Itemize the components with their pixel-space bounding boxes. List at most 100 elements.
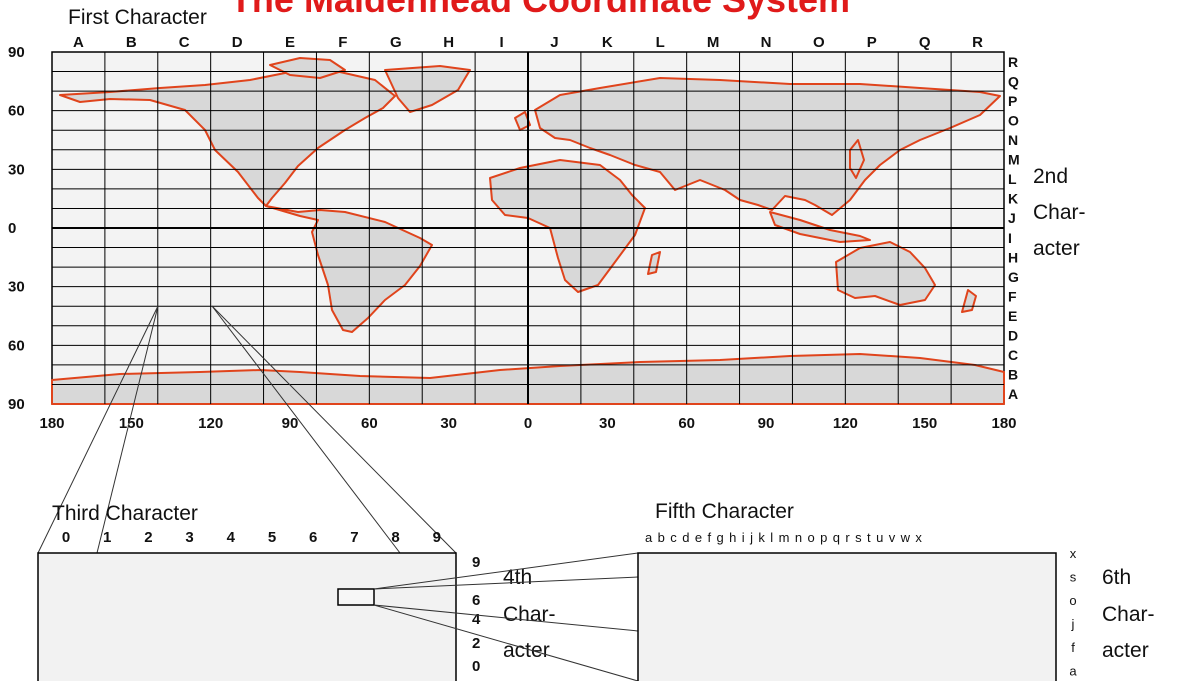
sixth-character-label: 6th Char- acter bbox=[1102, 566, 1155, 662]
field-column-label: B bbox=[126, 34, 137, 51]
subsquare-row-label: a bbox=[1069, 664, 1077, 679]
field-column-label: J bbox=[550, 34, 558, 51]
field-column-label: P bbox=[867, 34, 877, 51]
diagram-title: The Maidenhead Coordinate System bbox=[230, 0, 850, 20]
square-row-label: 2 bbox=[472, 635, 480, 652]
subsquare-letter-row: a b c d e f g h i j k l m n o p q r s t … bbox=[645, 530, 923, 545]
field-column-label: Q bbox=[919, 34, 931, 51]
second-char-line-3: acter bbox=[1033, 237, 1080, 260]
square-column-label: 6 bbox=[309, 529, 317, 546]
field-column-label: N bbox=[761, 34, 772, 51]
square-column-label: 2 bbox=[144, 529, 152, 546]
longitude-label: 150 bbox=[119, 415, 144, 432]
fifth-character-panel bbox=[637, 552, 1057, 681]
north-america bbox=[59, 69, 396, 207]
australia bbox=[835, 241, 936, 306]
longitude-label: 30 bbox=[599, 415, 616, 432]
fourth-char-line-2: Char- bbox=[503, 603, 556, 626]
square-column-label: 3 bbox=[185, 529, 193, 546]
longitude-label: 0 bbox=[524, 415, 532, 432]
subsquare-row-label: s bbox=[1070, 570, 1077, 585]
field-row-label: A bbox=[1008, 386, 1018, 402]
longitude-label: 30 bbox=[440, 415, 457, 432]
latitude-label: 90 bbox=[8, 44, 25, 61]
south-america bbox=[265, 205, 433, 333]
longitude-label: 60 bbox=[678, 415, 695, 432]
field-row-label: G bbox=[1008, 269, 1019, 285]
sixth-char-line-3: acter bbox=[1102, 639, 1149, 662]
field-row-label: F bbox=[1008, 288, 1017, 304]
field-row-label: M bbox=[1008, 152, 1020, 168]
madagascar bbox=[647, 251, 661, 275]
fifth-character-heading: Fifth Character bbox=[655, 500, 794, 523]
latitude-label: 30 bbox=[8, 279, 25, 296]
third-character-panel bbox=[37, 552, 457, 681]
field-column-label: R bbox=[972, 34, 983, 51]
zoom-connectors-2 bbox=[373, 552, 639, 681]
field-row-label: Q bbox=[1008, 73, 1019, 89]
latitude-label: 0 bbox=[8, 220, 16, 237]
field-column-label: L bbox=[656, 34, 665, 51]
field-column-label: G bbox=[390, 34, 402, 51]
field-row-label: J bbox=[1008, 210, 1016, 226]
field-column-label: M bbox=[707, 34, 720, 51]
field-column-label: I bbox=[499, 34, 503, 51]
square-column-label: 9 bbox=[433, 529, 441, 546]
field-row-label: R bbox=[1008, 54, 1018, 70]
square-column-label: 7 bbox=[350, 529, 358, 546]
longitude-label: 180 bbox=[991, 415, 1016, 432]
longitude-label: 60 bbox=[361, 415, 378, 432]
latitude-label: 30 bbox=[8, 161, 25, 178]
fourth-character-label: 4th Char- acter bbox=[503, 566, 556, 662]
field-column-label: A bbox=[73, 34, 84, 51]
longitude-label: 150 bbox=[912, 415, 937, 432]
field-row-label: K bbox=[1008, 191, 1018, 207]
world-map bbox=[51, 51, 1005, 405]
subsquare-highlight bbox=[337, 588, 375, 606]
square-column-label: 1 bbox=[103, 529, 111, 546]
field-column-label: K bbox=[602, 34, 613, 51]
second-char-line-2: Char- bbox=[1033, 201, 1086, 224]
field-row-label: H bbox=[1008, 249, 1018, 265]
field-row-label: N bbox=[1008, 132, 1018, 148]
sixth-char-line-1: 6th bbox=[1102, 566, 1131, 589]
square-column-label: 8 bbox=[391, 529, 399, 546]
field-column-label: E bbox=[285, 34, 295, 51]
subsquare-row-label: o bbox=[1069, 593, 1076, 608]
latitude-label: 60 bbox=[8, 337, 25, 354]
square-column-label: 5 bbox=[268, 529, 276, 546]
second-character-label: 2nd Char- acter bbox=[1033, 165, 1086, 260]
longitude-label: 120 bbox=[198, 415, 223, 432]
field-column-label: H bbox=[443, 34, 454, 51]
field-column-labels: A B C D E F G H I J K L M N O P Q R bbox=[73, 34, 983, 51]
zoom-connectors-1 bbox=[37, 305, 457, 554]
latitude-labels: 90 60 30 0 30 60 90 bbox=[8, 44, 25, 413]
square-row-label: 6 bbox=[472, 592, 480, 609]
british-isles bbox=[514, 111, 531, 131]
longitude-label: 120 bbox=[833, 415, 858, 432]
square-column-label: 4 bbox=[227, 529, 236, 546]
field-column-label: C bbox=[179, 34, 190, 51]
square-column-labels: 0 1 2 3 4 5 6 7 8 9 bbox=[62, 529, 441, 546]
second-char-line-1: 2nd bbox=[1033, 165, 1068, 188]
arctic-islands bbox=[269, 57, 346, 79]
latitude-label: 90 bbox=[8, 396, 25, 413]
greenland bbox=[384, 65, 471, 113]
field-row-label: D bbox=[1008, 328, 1018, 344]
subsquare-row-label: f bbox=[1071, 640, 1075, 655]
first-character-heading: First Character bbox=[68, 6, 207, 29]
field-column-label: O bbox=[813, 34, 825, 51]
field-row-label: C bbox=[1008, 347, 1018, 363]
field-grid bbox=[52, 52, 1004, 404]
field-row-label: B bbox=[1008, 367, 1018, 383]
third-character-heading: Third Character bbox=[52, 502, 198, 525]
field-row-label: L bbox=[1008, 171, 1017, 187]
square-row-label: 9 bbox=[472, 554, 480, 571]
field-row-label: O bbox=[1008, 112, 1019, 128]
square-row-labels: 9 6 4 2 0 bbox=[472, 554, 481, 675]
square-row-label: 4 bbox=[472, 611, 481, 628]
subsquare-row-label: x bbox=[1070, 546, 1077, 561]
longitude-labels: 180 150 120 90 60 30 0 30 60 90 120 150 180 bbox=[39, 415, 1016, 432]
